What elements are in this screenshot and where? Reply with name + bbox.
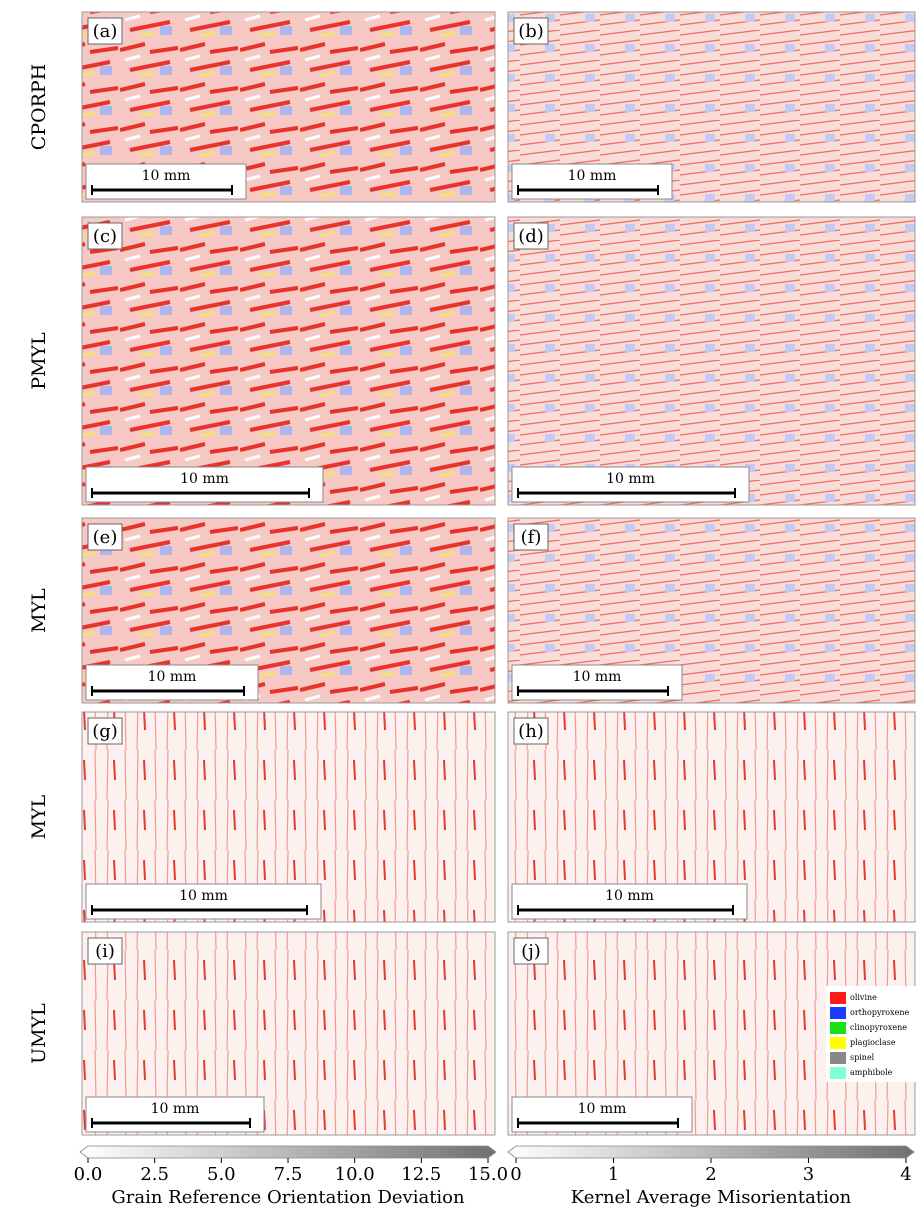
legend-label: olivine [850, 993, 877, 1002]
colorbar-tick-label: 1 [608, 1164, 619, 1185]
scale-bar-label: 10 mm [606, 471, 655, 487]
panel-label-box [513, 17, 549, 45]
panel-label: (c) [93, 226, 117, 247]
colorbar [79, 1145, 497, 1159]
legend-swatch [830, 992, 846, 1004]
map-panel [507, 216, 916, 506]
scale-bar-label: 10 mm [180, 471, 229, 487]
scale-bar-box [85, 466, 324, 503]
scale-bar-box [511, 163, 673, 200]
panel-label-box [513, 937, 549, 965]
legend-swatch [830, 1067, 846, 1079]
colorbar-tick-label: 2 [705, 1164, 716, 1185]
colorbar-tick-label: 3 [803, 1164, 814, 1185]
colorbar-tick-label: 2.5 [140, 1164, 169, 1185]
legend-label: plagioclase [850, 1038, 896, 1047]
scale-bar-label: 10 mm [142, 168, 191, 184]
colorbar [507, 1145, 915, 1159]
colorbar-tick-label: 4 [900, 1164, 911, 1185]
scale-bar-label: 10 mm [573, 669, 622, 685]
colorbar-tick-label: 0 [510, 1164, 521, 1185]
colorbar-tick-label: 10.0 [335, 1164, 375, 1185]
scale-bar-box [511, 883, 748, 920]
panel-label-box [513, 222, 549, 250]
row-label: UMYL [28, 1003, 50, 1064]
panel-label-box [513, 523, 549, 551]
scale-bar-label: 10 mm [605, 888, 654, 904]
colorbar-title: Grain Reference Orientation Deviation [111, 1187, 465, 1208]
panel-label: (d) [518, 226, 544, 247]
legend-label: spinel [850, 1053, 875, 1062]
row-label: MYL [28, 588, 50, 633]
colorbar-tick-label: 12.5 [401, 1164, 441, 1185]
legend-swatch [830, 1022, 846, 1034]
panel-label: (j) [521, 941, 541, 962]
panel-label-box [87, 717, 123, 745]
scale-bar-box [85, 664, 259, 701]
row-label: CPORPH [28, 64, 50, 151]
legend-label: clinopyroxene [850, 1023, 907, 1032]
panel-label-box [87, 937, 123, 965]
panel-label: (h) [518, 721, 544, 742]
map-panel [81, 216, 496, 506]
scale-bar-box [511, 1096, 693, 1133]
scale-bar-box [511, 664, 683, 701]
scale-bar-label: 10 mm [179, 888, 228, 904]
colorbar-title: Kernel Average Misorientation [571, 1187, 852, 1208]
scale-bar-label: 10 mm [578, 1101, 627, 1117]
panel-label: (g) [92, 721, 118, 742]
colorbar-tick-label: 15.0 [468, 1164, 508, 1185]
panel-label-box [87, 222, 123, 250]
colorbar-tick-label: 5.0 [207, 1164, 236, 1185]
panel-label-box [87, 17, 123, 45]
legend-swatch [830, 1007, 846, 1019]
panel-label-box [87, 523, 123, 551]
row-label: MYL [28, 794, 50, 839]
row-label: PMYL [28, 332, 50, 390]
legend-label: orthopyroxene [850, 1008, 910, 1017]
scale-bar-box [85, 1096, 265, 1133]
panel-label: (i) [95, 941, 115, 962]
scale-bar-label: 10 mm [568, 168, 617, 184]
colorbar-tick-label: 0.0 [74, 1164, 103, 1185]
legend-swatch [830, 1052, 846, 1064]
legend-label: amphibole [850, 1068, 893, 1077]
panel-label-box [513, 717, 549, 745]
panel-label: (e) [93, 527, 118, 548]
scale-bar-label: 10 mm [151, 1101, 200, 1117]
colorbar-tick-label: 7.5 [274, 1164, 303, 1185]
scale-bar-box [85, 163, 247, 200]
legend-swatch [830, 1037, 846, 1049]
panel-label: (a) [93, 21, 118, 42]
scale-bar-box [85, 883, 322, 920]
scale-bar-box [511, 466, 750, 503]
panel-label: (f) [521, 527, 542, 548]
panel-label: (b) [518, 21, 544, 42]
scale-bar-label: 10 mm [148, 669, 197, 685]
